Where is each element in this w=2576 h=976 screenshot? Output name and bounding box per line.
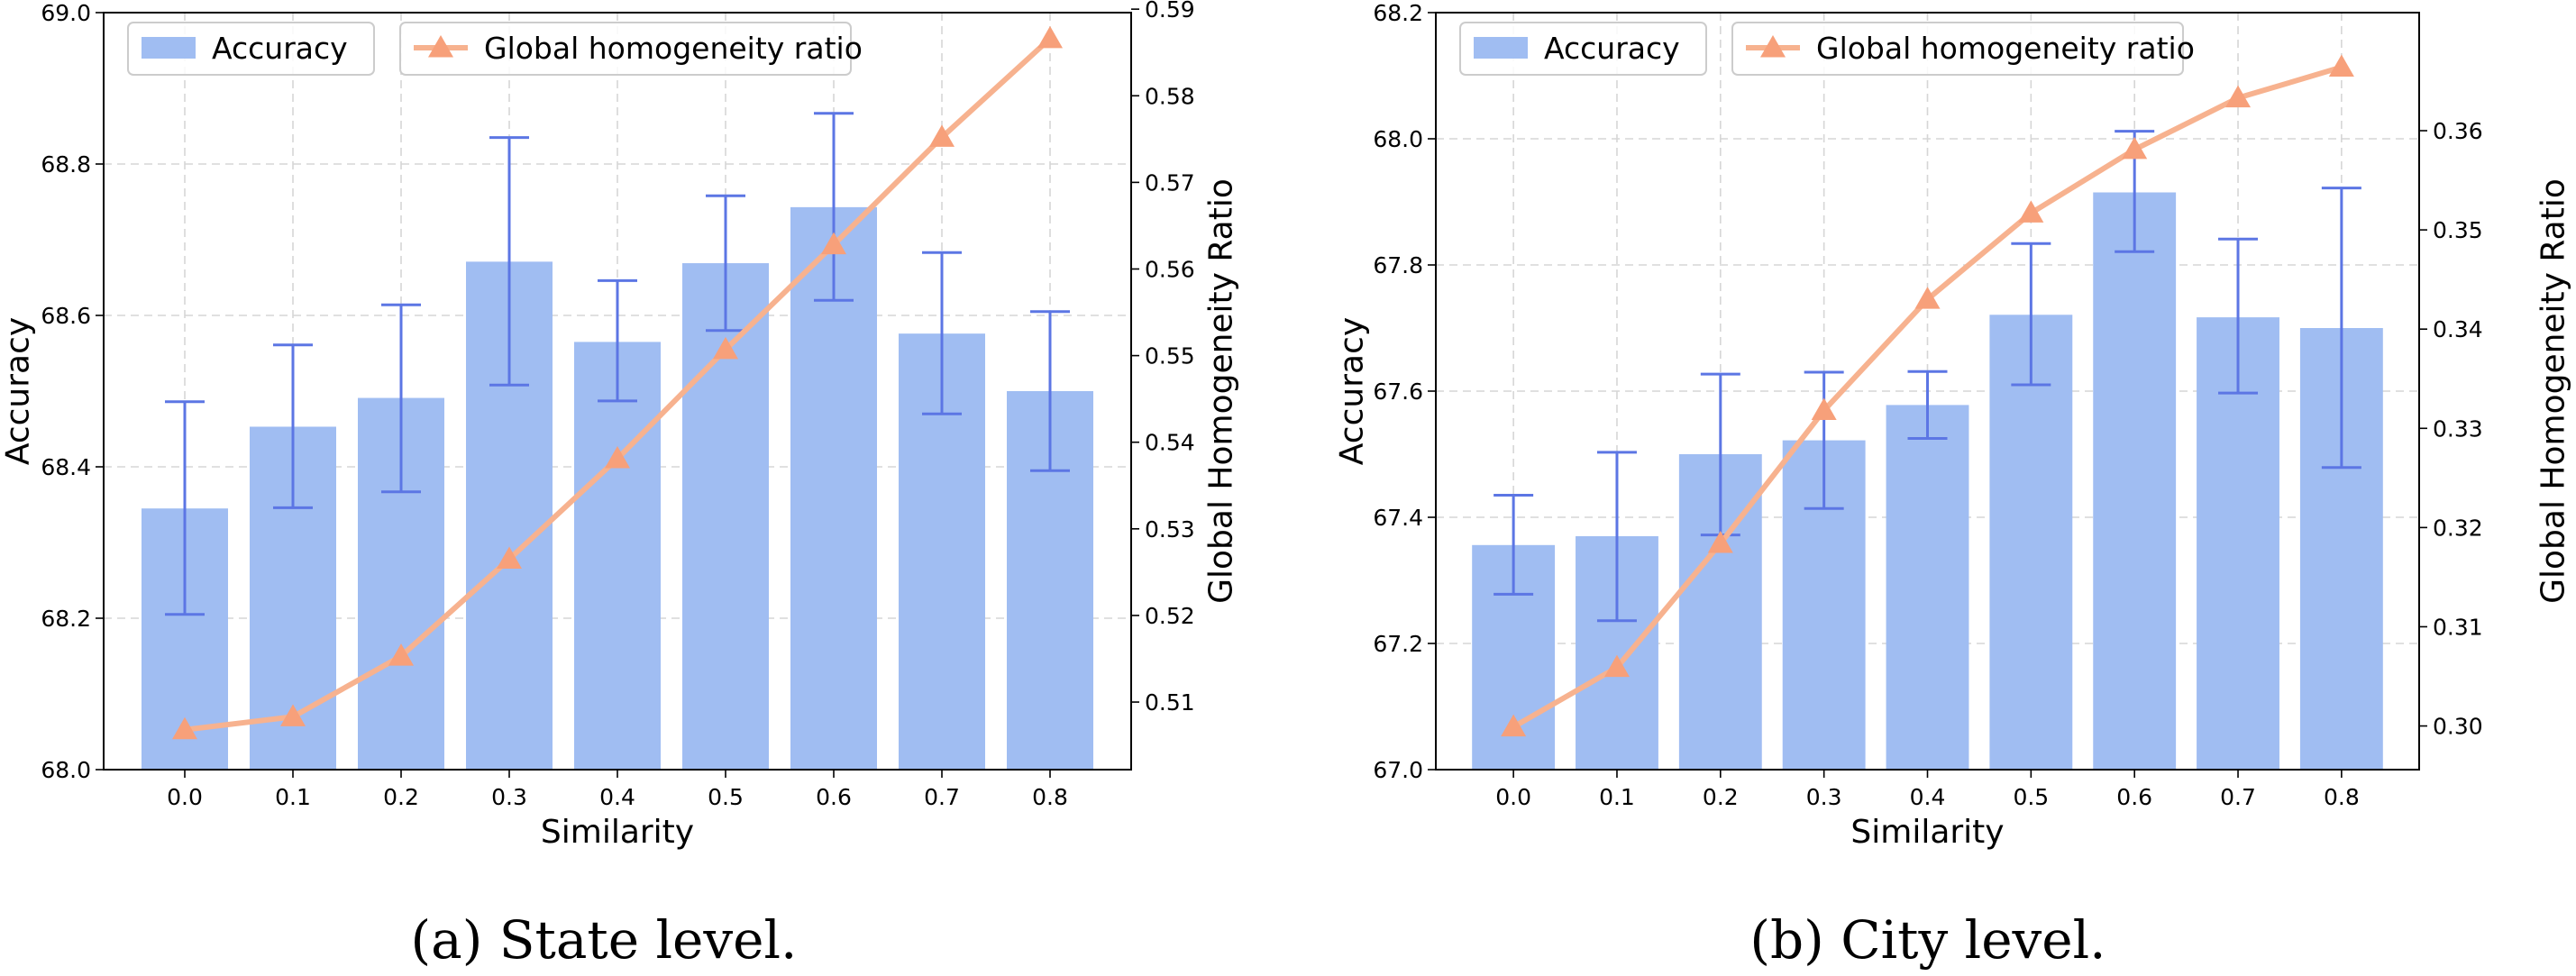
legend-homogeneity-label: Global homogeneity ratio (484, 31, 863, 66)
y-tick-label: 68.2 (41, 606, 91, 632)
y-tick-label: 68.4 (41, 454, 91, 480)
bar-0.4 (1886, 405, 1969, 770)
y2-tick-label: 0.52 (1145, 603, 1195, 629)
chart-state-level: 0.0 0.1 0.2 0.3 0.4 0.5 0.6 0.7 0.8 68.0 68.2 68.4 6… (0, 0, 1240, 971)
line-marker-0.4 (605, 445, 630, 469)
x-tick-label: 0.1 (1599, 784, 1635, 810)
legend-bar-swatch (142, 37, 196, 59)
line-marker-0.3 (1811, 397, 1837, 420)
y2-tick-label: 0.53 (1145, 516, 1195, 543)
y-tick-label: 67.2 (1373, 631, 1423, 657)
x-tick-label: 0.5 (2013, 784, 2049, 810)
y2-tick-label: 0.35 (2433, 217, 2483, 243)
x-tick-label: 0.7 (2220, 784, 2256, 810)
figure-caption: (a) State level. (411, 909, 798, 971)
line-marker-0.3 (497, 546, 522, 569)
x-tick-label: 0.1 (275, 784, 311, 810)
y2-tick-label: 0.55 (1145, 343, 1195, 369)
y2-tick-label: 0.59 (1145, 0, 1195, 23)
x-tick-label: 0.2 (1703, 784, 1739, 810)
x-tick-label: 0.6 (816, 784, 852, 810)
x-tick-label: 0.6 (2116, 784, 2152, 810)
x-tick-label: 0.8 (1032, 784, 1068, 810)
y-tick-label: 67.8 (1373, 252, 1423, 278)
x-tick-label: 0.3 (1806, 784, 1842, 810)
x-tick-label: 0.2 (383, 784, 419, 810)
y2-tick-label: 0.33 (2433, 415, 2483, 442)
y2-axis-label: Global Homogeneity Ratio (2535, 178, 2572, 604)
x-tick-label: 0.4 (599, 784, 635, 810)
figure-caption: (b) City level. (1749, 909, 2106, 971)
line-marker-0.5 (713, 336, 738, 360)
line-marker-0.2 (1707, 530, 1733, 553)
y-tick-label: 68.8 (41, 151, 91, 178)
bar-0.4 (574, 342, 661, 770)
y-axis-label: Accuracy (0, 317, 37, 465)
y2-tick-label: 0.32 (2433, 515, 2483, 541)
legend-triangle-icon (428, 35, 453, 58)
x-tick-label: 0.5 (708, 784, 744, 810)
legend-homogeneity-box (1731, 22, 2184, 76)
legend-accuracy-label: Accuracy (212, 31, 348, 66)
line-marker-0.7 (929, 124, 955, 147)
line-marker-0.8 (2328, 54, 2354, 78)
line-marker-0.4 (1914, 287, 1941, 309)
legend-homogeneity-box (399, 22, 852, 76)
line-marker-0.0 (172, 716, 197, 740)
x-axis-label: Similarity (1850, 814, 2004, 851)
y-tick-label: 68.2 (1373, 0, 1423, 26)
line-marker-0.0 (1501, 714, 1527, 737)
x-tick-label: 0.7 (924, 784, 960, 810)
y-tick-label: 69.0 (41, 0, 91, 26)
line-marker-0.6 (2122, 136, 2148, 160)
line-marker-0.2 (388, 643, 414, 666)
x-tick-label: 0.4 (1910, 784, 1946, 810)
x-tick-label: 0.0 (167, 784, 203, 810)
legend: Accuracy Global homogeneity ratio (127, 22, 863, 76)
y-tick-label: 68.0 (41, 757, 91, 783)
line-marker-0.1 (1603, 654, 1630, 678)
bar-0.5 (1989, 315, 2073, 770)
legend-accuracy-box (1459, 22, 1707, 76)
chart-city-level: 0.0 0.1 0.2 0.3 0.4 0.5 0.6 0.7 0.8 67.0 67.2 67.4 6… (1334, 0, 2572, 971)
legend-homogeneity-label: Global homogeneity ratio (1816, 31, 2195, 66)
y2-tick-label: 0.57 (1145, 169, 1195, 196)
line-marker-0.1 (280, 704, 306, 726)
y2-tick-label: 0.31 (2433, 614, 2483, 640)
x-axis-label: Similarity (541, 814, 694, 851)
y2-tick-label: 0.36 (2433, 118, 2483, 144)
legend: Accuracy Global homogeneity ratio (1459, 22, 2195, 76)
y2-tick-label: 0.51 (1145, 689, 1195, 716)
line-marker-0.6 (821, 232, 846, 255)
y-tick-label: 67.6 (1373, 379, 1423, 405)
legend-bar-swatch (1474, 37, 1528, 59)
x-tick-label: 0.8 (2324, 784, 2360, 810)
legend-accuracy-label: Accuracy (1544, 31, 1680, 66)
y-tick-label: 68.6 (41, 303, 91, 329)
legend-accuracy-box (127, 22, 375, 76)
y2-tick-label: 0.34 (2433, 316, 2483, 342)
line-marker-0.5 (2018, 200, 2044, 223)
y-tick-label: 67.0 (1373, 757, 1423, 783)
line-marker-0.7 (2225, 85, 2252, 108)
y2-tick-label: 0.58 (1145, 83, 1195, 109)
x-tick-label: 0.3 (491, 784, 527, 810)
line-marker-0.8 (1037, 25, 1063, 49)
x-tick-label: 0.0 (1495, 784, 1531, 810)
y-axis-label: Accuracy (1334, 317, 1371, 465)
y2-tick-label: 0.56 (1145, 256, 1195, 282)
y2-axis-label: Global Homogeneity Ratio (1203, 178, 1240, 604)
y2-tick-label: 0.30 (2433, 714, 2483, 740)
y2-tick-label: 0.54 (1145, 430, 1195, 456)
y-tick-label: 67.4 (1373, 505, 1423, 531)
legend-triangle-icon (1760, 35, 1786, 58)
y-tick-label: 68.0 (1373, 126, 1423, 152)
bar-0.6 (2093, 192, 2177, 770)
